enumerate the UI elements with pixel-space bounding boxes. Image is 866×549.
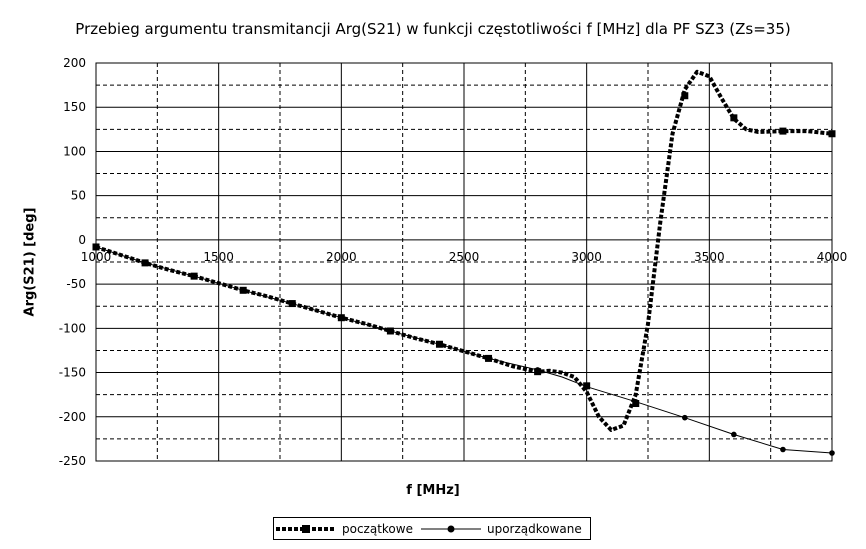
y-tick-label: 50 [71,189,86,203]
y-tick-label: -200 [59,410,86,424]
x-tick-label: 3500 [694,250,725,264]
series-marker-1 [191,273,197,279]
series-marker-1 [632,398,639,405]
x-tick-label: 4000 [817,250,848,264]
legend-entry-poczatkowe: początkowe [274,522,419,536]
series-marker-0 [681,92,689,100]
y-tick-label: -250 [59,454,86,468]
chart-legend: początkowe uporządkowane [273,517,591,540]
series-line-0 [95,69,833,432]
y-tick-label: 150 [63,100,86,114]
series-marker-1 [387,328,394,334]
x-tick-label: 2000 [326,250,357,264]
legend-label-uporzadkowane: uporządkowane [486,521,582,536]
series-marker-1 [289,300,296,307]
x-axis-label: f [MHz] [406,483,460,498]
y-tick-label: 200 [63,56,86,70]
chart-title: Przebieg argumentu transmitancji Arg(S21… [75,20,791,38]
x-tick-label: 1500 [203,250,234,264]
series-marker-1 [485,355,492,362]
series-marker-1 [240,287,246,294]
series-marker-1 [829,450,835,456]
legend-label-poczatkowe: początkowe [342,521,413,536]
y-tick-label: -100 [59,321,86,335]
series-marker-1 [142,260,148,266]
y-tick-label: 100 [63,144,86,158]
series-marker-1 [436,341,443,348]
legend-swatch-poczatkowe [276,524,336,533]
series-marker-1 [93,244,99,250]
x-tick-label: 2500 [449,250,480,264]
series-marker-1 [583,383,590,390]
y-tick-label: -150 [59,366,86,380]
series-marker-0 [828,130,836,138]
series-marker-1 [731,431,737,438]
series-marker-1 [780,446,786,453]
legend-entry-uporzadkowane: uporządkowane [419,522,588,536]
series-marker-1 [534,367,541,373]
legend-swatch-uporzadkowane [420,525,481,532]
series-marker-1 [682,414,688,421]
series-marker-0 [779,127,787,135]
x-tick-label: 3000 [571,250,602,264]
x-tick-label: 1000 [81,250,112,264]
series-marker-1 [338,314,345,321]
y-tick-label: 0 [78,233,86,247]
y-tick-label: -50 [66,277,86,291]
series-marker-0 [730,114,738,122]
